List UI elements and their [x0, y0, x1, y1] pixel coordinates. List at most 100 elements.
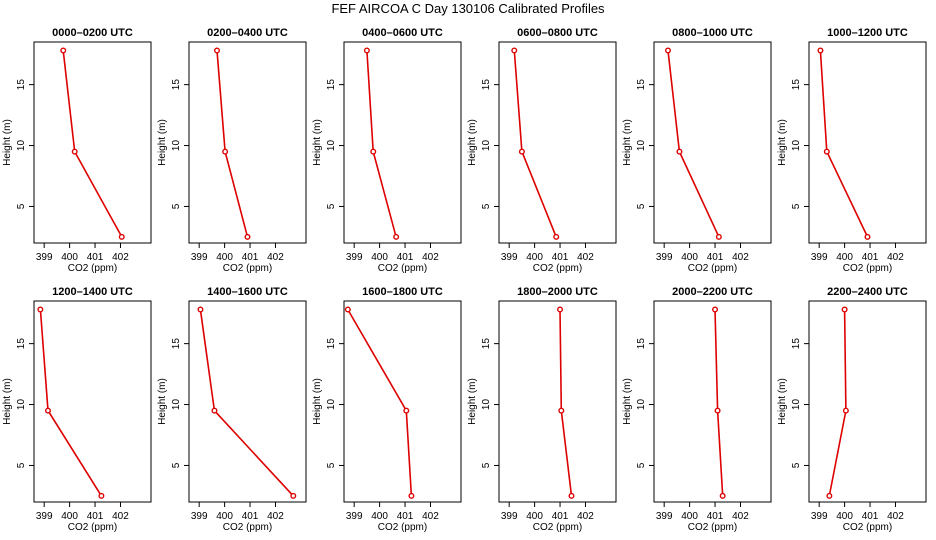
panel-title: 1800–2000 UTC — [517, 286, 598, 298]
data-point — [568, 492, 575, 499]
plot-frame — [498, 300, 617, 503]
x-tick-label: 402 — [577, 511, 594, 522]
x-tick-label: 400 — [836, 252, 853, 263]
plot-frame — [188, 300, 307, 503]
x-tick-label: 399 — [501, 252, 518, 263]
data-point — [823, 148, 830, 155]
profile-line — [62, 50, 123, 238]
y-tick-label: 15 — [171, 338, 182, 350]
panel-title: 1400–1600 UTC — [207, 286, 288, 298]
profile-line — [714, 309, 724, 496]
panel-title: 0200–0400 UTC — [207, 27, 288, 39]
data-point — [370, 148, 377, 155]
data-point — [715, 233, 722, 240]
y-tick-label: 5 — [481, 203, 492, 209]
y-tick-label: 10 — [326, 399, 337, 411]
plot-frame — [343, 41, 462, 244]
y-tick-label: 15 — [481, 79, 492, 91]
data-point — [213, 47, 220, 54]
plot-frame — [808, 41, 927, 244]
y-axis-label: Height (m) — [622, 119, 633, 166]
x-axis-label: CO2 (ppm) — [843, 522, 892, 533]
x-tick-label: 402 — [422, 511, 439, 522]
y-tick-label: 15 — [636, 79, 647, 91]
data-point — [664, 47, 671, 54]
x-tick-label: 400 — [836, 511, 853, 522]
data-point — [98, 492, 105, 499]
profile-line — [828, 309, 847, 497]
data-point — [408, 492, 415, 499]
data-point — [211, 407, 218, 414]
y-tick-label: 10 — [636, 399, 647, 411]
x-tick-label: 401 — [87, 252, 104, 263]
y-axis-label: Height (m) — [2, 119, 13, 166]
x-tick-label: 402 — [887, 511, 904, 522]
x-tick-label: 402 — [732, 511, 749, 522]
data-point — [558, 407, 565, 414]
y-axis-label: Height (m) — [157, 119, 168, 166]
x-tick-label: 401 — [87, 511, 104, 522]
panel-title: 0000–0200 UTC — [52, 27, 133, 39]
y-tick-label: 5 — [636, 203, 647, 209]
y-tick-label: 10 — [481, 140, 492, 152]
x-tick-label: 399 — [501, 511, 518, 522]
x-tick-label: 401 — [707, 511, 724, 522]
x-tick-label: 402 — [732, 252, 749, 263]
x-axis-label: CO2 (ppm) — [378, 522, 427, 533]
y-tick-label: 5 — [16, 203, 27, 209]
panel-title: 1600–1800 UTC — [362, 286, 443, 298]
x-axis-label: CO2 (ppm) — [688, 522, 737, 533]
x-tick-label: 401 — [862, 511, 879, 522]
data-point — [37, 306, 44, 313]
x-tick-label: 399 — [36, 511, 53, 522]
x-tick-label: 399 — [346, 511, 363, 522]
x-tick-label: 400 — [681, 511, 698, 522]
y-axis-label: Height (m) — [312, 378, 323, 425]
data-point — [553, 233, 560, 240]
y-tick-label: 10 — [636, 140, 647, 152]
x-tick-label: 402 — [112, 252, 129, 263]
y-tick-label: 5 — [326, 203, 337, 209]
y-tick-label: 5 — [791, 462, 802, 468]
data-point — [557, 306, 564, 313]
data-point — [676, 148, 683, 155]
x-axis-label: CO2 (ppm) — [378, 263, 427, 274]
x-tick-label: 402 — [577, 252, 594, 263]
data-point — [44, 407, 51, 414]
x-tick-label: 399 — [36, 252, 53, 263]
x-tick-label: 399 — [191, 511, 208, 522]
profile-line — [347, 309, 413, 496]
y-axis-label: Height (m) — [467, 119, 478, 166]
y-axis-label: Height (m) — [157, 378, 168, 425]
data-point — [826, 492, 833, 499]
x-tick-label: 402 — [267, 252, 284, 263]
x-tick-label: 402 — [112, 511, 129, 522]
x-axis-label: CO2 (ppm) — [533, 263, 582, 274]
figure-title: FEF AIRCOA C Day 130106 Calibrated Profi… — [331, 1, 605, 16]
data-point — [244, 233, 251, 240]
y-tick-label: 5 — [791, 203, 802, 209]
data-point — [403, 407, 410, 414]
x-tick-label: 400 — [216, 252, 233, 263]
x-tick-label: 400 — [526, 511, 543, 522]
plot-frame — [33, 41, 152, 244]
x-axis-label: CO2 (ppm) — [688, 263, 737, 274]
data-point — [864, 233, 871, 240]
panel-title: 0800–1000 UTC — [672, 27, 753, 39]
y-tick-label: 15 — [481, 338, 492, 350]
x-tick-label: 399 — [811, 511, 828, 522]
x-tick-label: 400 — [371, 252, 388, 263]
y-tick-label: 5 — [481, 462, 492, 468]
data-point — [841, 306, 848, 313]
x-tick-label: 399 — [811, 252, 828, 263]
x-tick-label: 400 — [216, 511, 233, 522]
y-tick-label: 10 — [171, 140, 182, 152]
y-tick-label: 5 — [636, 462, 647, 468]
